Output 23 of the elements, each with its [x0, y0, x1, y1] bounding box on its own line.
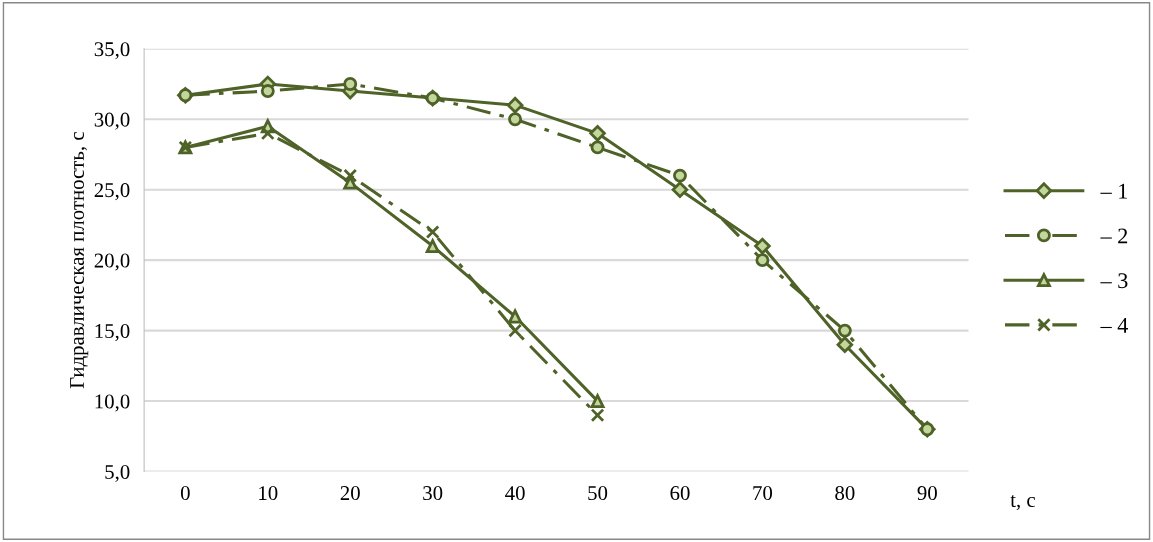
legend-label: – 3 [1100, 273, 1128, 289]
legend-label: – 4 [1100, 318, 1128, 333]
y-tick-label: 10,0 [95, 394, 130, 412]
x-tick-label: 40 [505, 486, 525, 501]
x-tick-label: 30 [423, 486, 443, 501]
y-tick-label: 35,0 [94, 42, 130, 60]
x-tick-label: 90 [917, 486, 937, 501]
x-tick-label: 80 [835, 486, 855, 501]
x-tick-label: 60 [670, 486, 690, 501]
x-tick-label: 10 [259, 486, 278, 501]
y-tick-label: 30,0 [94, 112, 130, 130]
legend-label: – 1 [1100, 183, 1128, 199]
y-tick-label: 25,0 [94, 183, 130, 201]
x-tick-label: 70 [753, 486, 773, 501]
x-axis-title: t, c [1010, 495, 1035, 511]
y-tick-label: 20,0 [94, 253, 130, 271]
x-tick-label: 20 [340, 486, 360, 501]
x-tick-label: 50 [588, 486, 608, 501]
y-axis-title: Гидравлическая плотность, с [70, 132, 89, 389]
y-tick-label: 15,0 [95, 323, 130, 342]
legend-label: – 2 [1100, 228, 1128, 244]
x-tick-label: 0 [180, 486, 190, 501]
y-tick-label: 5,0 [105, 464, 130, 482]
